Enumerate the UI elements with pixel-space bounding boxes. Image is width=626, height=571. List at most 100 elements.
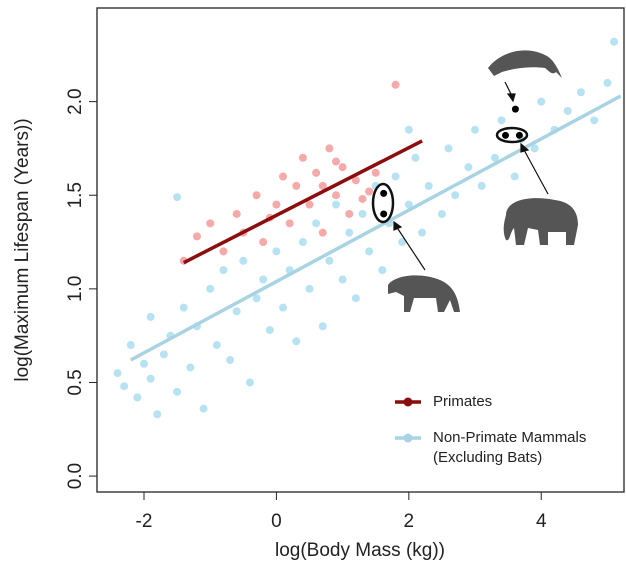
trend-line bbox=[182, 139, 423, 265]
point bbox=[245, 378, 254, 387]
point bbox=[133, 393, 142, 402]
point bbox=[146, 374, 155, 383]
y-tick-label: 2.0 bbox=[65, 88, 86, 114]
point bbox=[371, 168, 380, 177]
legend bbox=[395, 397, 421, 443]
point bbox=[146, 312, 155, 321]
point bbox=[159, 350, 168, 359]
highlighted-point bbox=[380, 210, 388, 218]
arrow bbox=[522, 147, 549, 195]
point bbox=[471, 125, 480, 134]
point bbox=[332, 200, 341, 209]
point bbox=[497, 116, 506, 125]
point bbox=[610, 37, 619, 46]
arrow-head bbox=[520, 142, 530, 153]
point bbox=[173, 193, 182, 202]
point bbox=[252, 191, 261, 200]
point bbox=[226, 356, 235, 364]
point bbox=[212, 341, 221, 350]
point bbox=[305, 200, 314, 209]
point bbox=[338, 163, 347, 172]
point bbox=[206, 219, 215, 228]
arrow-head bbox=[506, 93, 516, 103]
whale-icon bbox=[488, 50, 562, 78]
hyena-icon bbox=[388, 275, 460, 312]
point bbox=[530, 144, 539, 153]
point bbox=[490, 153, 499, 162]
point bbox=[192, 232, 201, 241]
point bbox=[378, 266, 387, 275]
legend-swatch-dot bbox=[403, 397, 413, 407]
arrow bbox=[395, 225, 426, 271]
point bbox=[120, 382, 129, 391]
point bbox=[345, 228, 354, 237]
point bbox=[332, 191, 341, 200]
point bbox=[259, 275, 268, 284]
x-tick-label: 2 bbox=[404, 511, 415, 532]
highlight-ellipse bbox=[371, 182, 395, 224]
y-tick-label: 1.0 bbox=[65, 276, 86, 302]
y-tick-label: 0.5 bbox=[65, 369, 86, 395]
point bbox=[318, 322, 327, 331]
point bbox=[219, 266, 228, 275]
point bbox=[411, 153, 420, 162]
point bbox=[305, 284, 314, 293]
point bbox=[351, 176, 360, 185]
point bbox=[206, 284, 215, 293]
highlight-ellipse bbox=[495, 126, 529, 144]
point bbox=[477, 181, 486, 190]
x-tick-label: -2 bbox=[136, 511, 153, 532]
highlighted-point bbox=[515, 131, 523, 139]
point bbox=[298, 153, 307, 162]
y-axis-title: log(Maximum Lifespan (Years)) bbox=[12, 118, 33, 381]
point bbox=[232, 307, 241, 316]
point bbox=[312, 168, 321, 177]
legend-label: Non-Primate Mammals (Excluding Bats) bbox=[433, 429, 587, 466]
point bbox=[563, 106, 572, 115]
point bbox=[358, 209, 367, 218]
point bbox=[239, 256, 248, 265]
point bbox=[325, 256, 334, 265]
point bbox=[537, 97, 546, 106]
point bbox=[259, 238, 268, 247]
point bbox=[292, 181, 301, 190]
point bbox=[351, 294, 360, 303]
annotations bbox=[388, 50, 578, 312]
point bbox=[113, 369, 122, 378]
point bbox=[279, 172, 288, 181]
point bbox=[219, 247, 228, 256]
point bbox=[424, 181, 433, 190]
trend-line bbox=[129, 94, 622, 362]
point bbox=[365, 247, 374, 256]
legend-swatch-dot bbox=[403, 433, 413, 443]
point bbox=[325, 144, 334, 153]
y-tick-label: 0.0 bbox=[65, 463, 86, 489]
point bbox=[186, 363, 195, 372]
x-axis-title: log(Body Mass (kg)) bbox=[275, 540, 445, 561]
point bbox=[318, 181, 327, 190]
point bbox=[404, 125, 413, 134]
elephant-icon bbox=[503, 198, 578, 245]
point bbox=[285, 219, 294, 228]
point bbox=[179, 303, 188, 312]
point bbox=[404, 200, 413, 209]
x-tick-label: 4 bbox=[536, 511, 547, 532]
point bbox=[298, 238, 307, 247]
point bbox=[391, 172, 400, 181]
point bbox=[272, 200, 281, 209]
point bbox=[603, 78, 612, 87]
point bbox=[444, 144, 453, 153]
point bbox=[318, 228, 327, 237]
point bbox=[338, 275, 347, 284]
point bbox=[153, 410, 162, 419]
plot-frame bbox=[96, 7, 625, 493]
point bbox=[140, 359, 149, 368]
point bbox=[391, 80, 400, 89]
arrows bbox=[371, 81, 549, 271]
point bbox=[451, 191, 460, 200]
point bbox=[365, 187, 374, 196]
point bbox=[332, 157, 341, 166]
point bbox=[232, 209, 241, 218]
points bbox=[113, 37, 622, 419]
